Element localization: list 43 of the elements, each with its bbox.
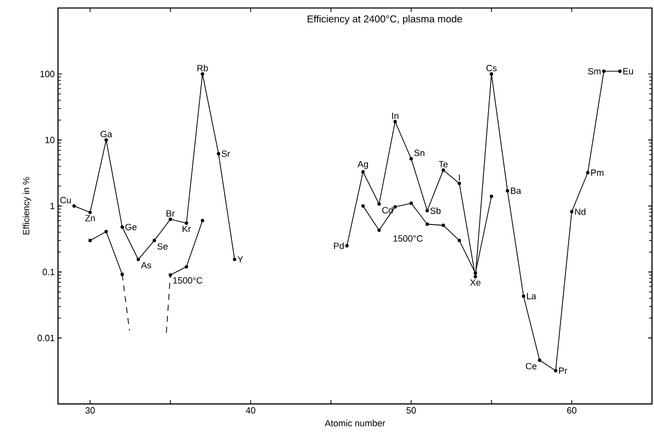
y-tick-label: 100 xyxy=(40,70,54,78)
annotation: Pr xyxy=(559,368,568,374)
annotation: Br xyxy=(166,210,175,217)
x-tick-label: 30 xyxy=(85,407,95,414)
annotation: La xyxy=(527,293,536,300)
annotation: Nd xyxy=(575,208,586,215)
annotation: Pm xyxy=(591,170,604,176)
annotation: Ba xyxy=(510,188,522,194)
annotation: Zn xyxy=(85,215,95,222)
annotation: Xe xyxy=(470,279,481,286)
x-tick-label: 60 xyxy=(567,407,576,414)
x-axis-title: Atomic number xyxy=(324,420,386,426)
annotation: Sn xyxy=(414,150,424,156)
annotation: Pd xyxy=(334,242,344,250)
annotation: Y xyxy=(238,256,244,263)
y-tick-label: 1 xyxy=(50,202,54,210)
annotation: Te xyxy=(438,161,448,168)
annotation: Cd xyxy=(382,206,393,214)
annotation: Cs xyxy=(486,64,497,72)
annotation: Sb xyxy=(430,207,441,214)
annotation: Sm xyxy=(588,68,601,74)
x-tick-label: 40 xyxy=(246,407,256,414)
series-label: 1500°C xyxy=(173,277,202,284)
y-axis-title: Efficiency in % xyxy=(22,177,32,234)
annotation: 1500°C xyxy=(393,235,423,242)
y-tick-label: 10 xyxy=(45,136,54,144)
annotation: I xyxy=(458,174,460,181)
annotation: Ce xyxy=(526,362,537,370)
y-tick-label: 0.01 xyxy=(38,334,54,342)
y-tick-label: 0.1 xyxy=(42,268,54,276)
annotation: Ge xyxy=(125,224,137,230)
annotation: Kr xyxy=(182,226,191,232)
annotation: Se xyxy=(157,243,168,250)
annotation: Ga xyxy=(100,130,112,138)
annotation: Rb xyxy=(197,64,208,72)
annotation: Ag xyxy=(358,161,368,170)
x-tick-label: 50 xyxy=(406,407,416,414)
text: Efficiency at 2400°C, plasma mode xyxy=(308,15,462,24)
annotation: As xyxy=(140,262,152,268)
annotation: Cu xyxy=(60,196,71,204)
annotation: In xyxy=(392,112,398,119)
annotation: Sr xyxy=(222,150,230,157)
annotation: Eu xyxy=(623,68,633,74)
